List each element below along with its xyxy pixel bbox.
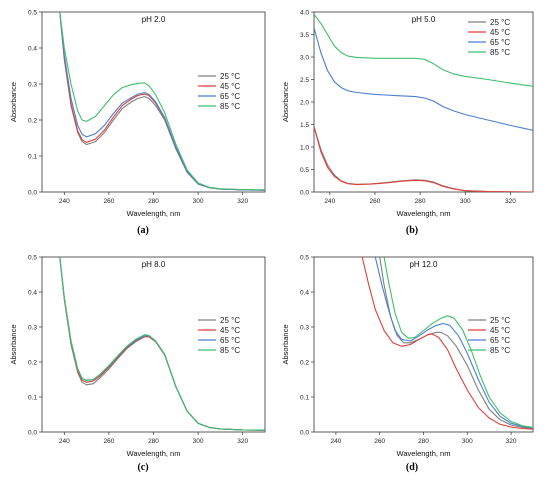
y-tick-label: 4.0 <box>300 9 309 16</box>
legend-entry: 65 °C <box>490 336 510 345</box>
x-tick-label: 300 <box>193 438 204 445</box>
chart-title: pH 12.0 <box>409 260 438 269</box>
legend-entry: 45 °C <box>220 82 240 91</box>
x-tick-label: 320 <box>506 438 517 445</box>
x-axis-label: Wavelength, nm <box>127 449 181 458</box>
series-line-4 <box>59 12 265 191</box>
series-line-4 <box>383 257 533 428</box>
chart-title: pH 2.0 <box>142 15 166 24</box>
y-axis-label: Absorbance <box>281 82 290 122</box>
chart-title: pH 5.0 <box>412 15 436 24</box>
series-line-2 <box>361 257 533 430</box>
x-tick-label: 240 <box>59 438 70 445</box>
y-tick-label: 0.2 <box>28 117 37 124</box>
legend-entry: 45 °C <box>490 28 510 37</box>
legend-entry: 65 °C <box>490 38 510 47</box>
panel-caption: (c) <box>137 462 148 473</box>
legend-entry: 45 °C <box>490 326 510 335</box>
x-tick-label: 240 <box>330 438 341 445</box>
series-line-4 <box>314 13 533 87</box>
chart-panel-4: 240 260 280 300 320 0.0 0.1 0.2 0.3 0.4 0.5 pH 12.0… <box>281 254 534 473</box>
series-line-3 <box>59 12 265 191</box>
legend-entry: 65 °C <box>220 92 240 101</box>
y-tick-label: 0.1 <box>28 394 37 401</box>
y-tick-label: 2.0 <box>300 99 309 106</box>
y-tick-label: 0.3 <box>28 81 37 88</box>
legend-entry: 45 °C <box>220 326 240 335</box>
x-axis-label: Wavelength, nm <box>127 209 181 218</box>
x-tick-label: 260 <box>374 438 385 445</box>
x-tick-label: 300 <box>460 198 471 205</box>
series-line-4 <box>59 257 265 431</box>
x-tick-label: 280 <box>148 438 159 445</box>
x-tick-label: 260 <box>103 198 114 205</box>
series-line-1 <box>314 126 533 192</box>
x-tick-label: 300 <box>462 438 473 445</box>
y-tick-label: 1.5 <box>300 122 309 129</box>
legend-entry: 25 °C <box>490 316 510 325</box>
x-tick-label: 280 <box>418 438 429 445</box>
y-tick-label: 0.5 <box>28 254 37 261</box>
x-tick-label: 280 <box>415 198 426 205</box>
y-tick-label: 0.4 <box>300 289 309 296</box>
y-tick-label: 3.0 <box>300 54 309 61</box>
panel-caption: (d) <box>406 462 418 473</box>
y-axis-label: Absorbance <box>281 324 290 364</box>
x-tick-label: 300 <box>193 198 204 205</box>
series-line-3 <box>314 27 533 131</box>
x-tick-label: 240 <box>59 198 70 205</box>
panel-caption: (b) <box>406 225 418 236</box>
y-tick-label: 0.0 <box>28 189 37 196</box>
x-axis-label: Wavelength, nm <box>397 449 451 458</box>
x-tick-label: 280 <box>148 198 159 205</box>
chart-title: pH 8.0 <box>142 260 166 269</box>
legend-entry: 85 °C <box>220 102 240 111</box>
y-tick-label: 2.5 <box>300 77 309 84</box>
chart-panel-1: 240 260 280 300 320 0.0 0.1 0.2 0.3 0.4 0.5 pH 2.0 W… <box>9 9 266 236</box>
x-tick-label: 260 <box>103 438 114 445</box>
legend-entry: 85 °C <box>220 346 240 355</box>
y-tick-label: 0.5 <box>300 254 309 261</box>
x-tick-label: 320 <box>505 198 516 205</box>
legend-entry: 85 °C <box>490 48 510 57</box>
y-tick-label: 0.2 <box>28 359 37 366</box>
x-tick-label: 240 <box>324 198 335 205</box>
y-tick-label: 0.1 <box>28 153 37 160</box>
y-tick-label: 0.3 <box>28 324 37 331</box>
series-line-2 <box>314 126 533 192</box>
legend-entry: 25 °C <box>220 316 240 325</box>
y-tick-label: 0.3 <box>300 324 309 331</box>
series-line-3 <box>374 257 533 429</box>
y-tick-label: 3.5 <box>300 32 309 39</box>
y-tick-label: 0.1 <box>300 394 309 401</box>
chart-panel-2: 240 260 280 300 320 0.0 0.5 1.0 1.5 2.0 2.5 3.0 3.5 4… <box>281 9 534 236</box>
y-tick-label: 0.4 <box>28 289 37 296</box>
y-axis-label: Absorbance <box>9 324 18 364</box>
y-tick-label: 0.4 <box>28 45 37 52</box>
y-tick-label: 0.5 <box>300 167 309 174</box>
y-tick-label: 0.5 <box>28 9 37 16</box>
y-tick-label: 0.0 <box>28 429 37 436</box>
x-tick-label: 320 <box>237 438 248 445</box>
series-line-1 <box>379 257 533 430</box>
legend-entry: 65 °C <box>220 336 240 345</box>
x-tick-label: 320 <box>237 198 248 205</box>
legend-entry: 85 °C <box>490 346 510 355</box>
chart-panel-3: 240 260 280 300 320 0.0 0.1 0.2 0.3 0.4 0.5 pH 8.0 W… <box>9 254 266 473</box>
y-tick-label: 1.0 <box>300 144 309 151</box>
legend-entry: 25 °C <box>220 72 240 81</box>
y-tick-label: 0.0 <box>300 189 309 196</box>
y-tick-label: 0.0 <box>300 429 309 436</box>
panel-caption: (a) <box>137 225 149 236</box>
y-axis-label: Absorbance <box>9 82 18 122</box>
legend-entry: 25 °C <box>490 18 510 27</box>
y-tick-label: 0.2 <box>300 359 309 366</box>
x-tick-label: 260 <box>370 198 381 205</box>
x-axis-label: Wavelength, nm <box>397 209 451 218</box>
